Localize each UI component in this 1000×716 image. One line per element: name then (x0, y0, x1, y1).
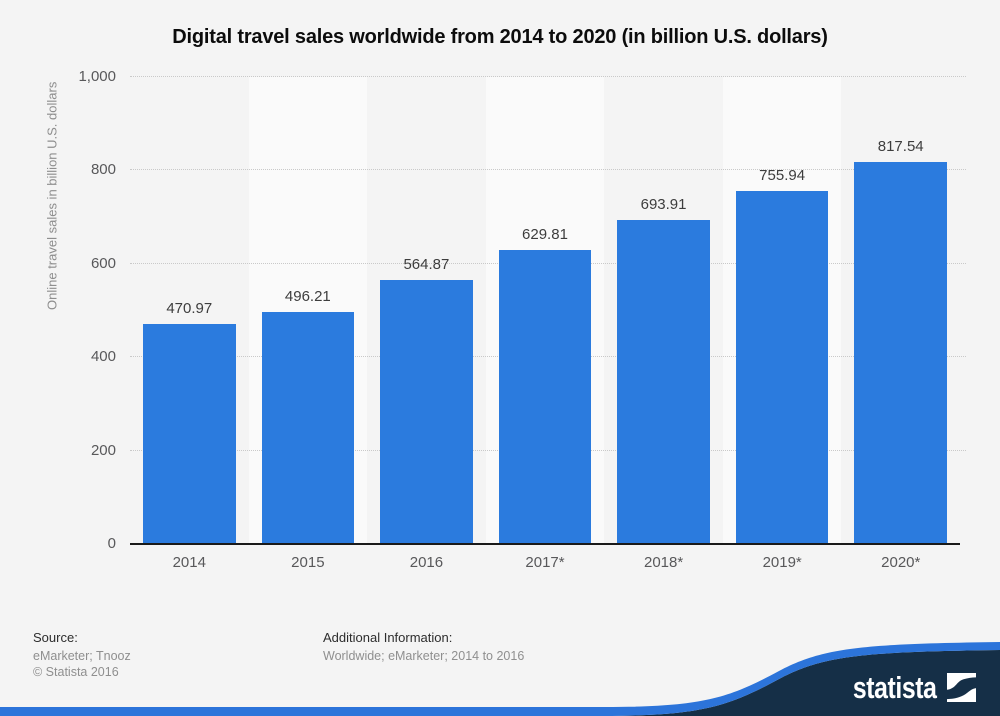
y-axis-ticks: 0 200 400 600 800 1,000 (0, 68, 116, 552)
bar-value-label: 496.21 (284, 288, 331, 306)
x-axis-label: 2016 (409, 554, 444, 571)
y-tick-label: 200 (90, 441, 116, 459)
x-axis-label: 2014 (172, 554, 206, 571)
gridline (130, 76, 966, 77)
y-tick-label: 400 (90, 348, 116, 366)
chart-title: Digital travel sales worldwide from 2014… (172, 26, 828, 48)
bar (261, 312, 355, 544)
x-axis-label: 2018* (643, 554, 684, 571)
x-axis-label: 2015 (291, 554, 325, 571)
bar (735, 190, 829, 544)
footer-wave-blue (0, 642, 1000, 716)
source-line: eMarketer; Tnooz (33, 649, 131, 663)
x-axis-label: 2019* (762, 554, 802, 571)
footer-wave-navy (612, 650, 1000, 716)
bar-value-label: 470.97 (166, 300, 213, 318)
bar-value-label: 564.87 (403, 256, 450, 274)
source-block: Source: eMarketer; Tnooz © Statista 2016 (33, 630, 131, 680)
bar (498, 249, 592, 544)
bar-value-label: 755.94 (759, 166, 806, 184)
bar (143, 324, 236, 544)
additional-info-block: Additional Information: Worldwide; eMark… (323, 630, 524, 664)
x-axis-labels: 2014 2015 2016 2017* 2018* 2019* 2020* (130, 554, 960, 574)
y-tick-label: 600 (90, 254, 116, 272)
bar (380, 280, 473, 544)
additional-info-label: Additional Information: (323, 630, 453, 645)
statista-wordmark: statista (853, 670, 937, 705)
plot-area: 470.97 496.21 564.87 629.81 693.91 755.94 817.… (130, 76, 966, 545)
footer-wave (0, 642, 1000, 716)
bar (854, 162, 947, 544)
bar-value-label: 693.91 (640, 195, 687, 213)
x-axis-line (130, 543, 960, 545)
additional-info-line: Worldwide; eMarketer; 2014 to 2016 (323, 649, 525, 663)
bar (617, 219, 710, 544)
statista-logo-icon (947, 673, 976, 702)
gridline (130, 169, 966, 171)
y-tick-label: 1,000 (78, 68, 116, 85)
bar-value-label: 629.81 (522, 225, 568, 243)
y-tick-label: 0 (107, 535, 116, 552)
source-label: Source: (33, 630, 78, 645)
x-axis-label: 2020* (881, 554, 921, 571)
statista-branding: statista (832, 672, 976, 703)
x-axis-label: 2017* (525, 554, 565, 571)
y-tick-label: 800 (90, 161, 116, 179)
bar-value-label: 817.54 (877, 138, 924, 156)
copyright-line: © Statista 2016 (33, 665, 119, 679)
